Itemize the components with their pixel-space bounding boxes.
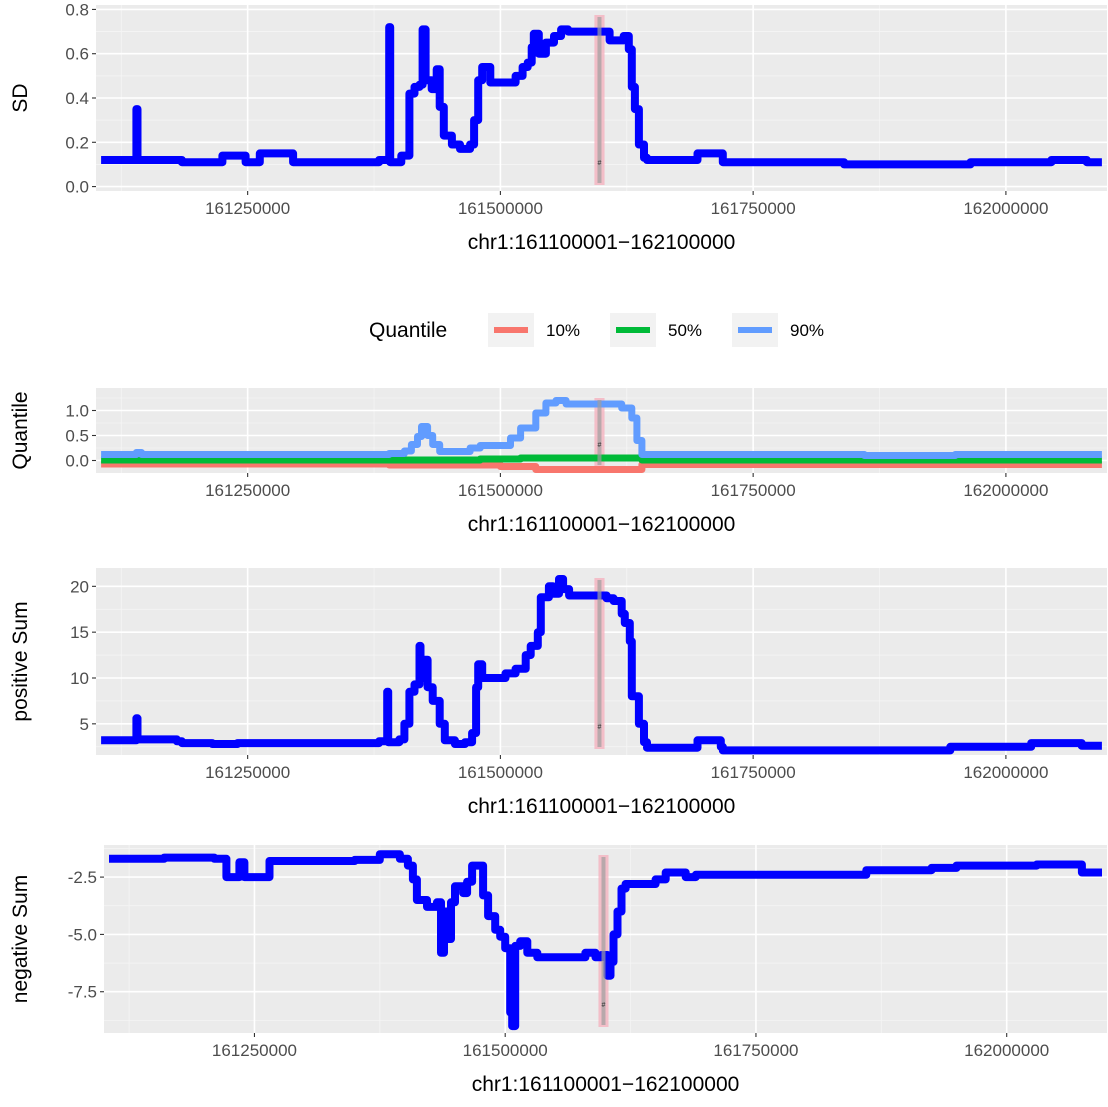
x-axis-title: chr1:161100001−162100000 (468, 513, 736, 536)
x-tick-label: 161250000 (205, 481, 290, 500)
legend: Quantile 10% 50% 90% (369, 313, 824, 347)
highlight-core (597, 400, 602, 465)
y-axis-title: SD (9, 83, 32, 112)
x-tick-label: 161750000 (713, 1041, 798, 1060)
highlight-marker: # (597, 160, 601, 167)
y-tick-label: 0.4 (65, 89, 89, 108)
y-tick-label: 5 (80, 715, 89, 734)
y-axis-title: positive Sum (9, 601, 32, 721)
x-tick-label: 161750000 (711, 763, 796, 782)
legend-item-90: 90% (732, 313, 824, 347)
quantile-panel: #0.0 0.5 1.0 161250000 161500000 161750000 162… (9, 388, 1107, 536)
legend-title: Quantile (369, 319, 447, 342)
y-axis-title: Quantile (9, 391, 32, 469)
negative-sum-panel: # -7.5 -5.0 -2.5 161250000 161500000 161750000… (9, 845, 1107, 1096)
series-line (109, 850, 1102, 1031)
y-tick-label: 1.0 (65, 402, 89, 421)
highlight-marker: # (597, 442, 601, 449)
x-axis-title: chr1:161100001−162100000 (468, 795, 736, 818)
x-tick-label: 161500000 (458, 481, 543, 500)
x-tick-label: 161500000 (463, 1041, 548, 1060)
highlight-core (597, 17, 602, 183)
y-tick-label: 20 (70, 577, 89, 596)
y-axis-title: negative Sum (9, 875, 32, 1003)
y-tick-label: -7.5 (68, 983, 97, 1002)
highlight-core (597, 580, 602, 747)
highlight-marker: # (597, 724, 601, 731)
positive-sum-panel: #5 10 15 20 161250000 161500000 161750000 16200… (9, 568, 1107, 818)
legend-label-90: 90% (790, 321, 824, 340)
legend-label-50: 50% (668, 321, 702, 340)
legend-item-10: 10% (488, 313, 580, 347)
x-tick-label: 161500000 (458, 763, 543, 782)
y-tick-label: 0.5 (65, 427, 89, 446)
x-axis-title: chr1:161100001−162100000 (468, 231, 736, 254)
highlight-core (601, 857, 606, 1025)
series-line-50 (101, 454, 1102, 464)
x-tick-label: 161750000 (711, 481, 796, 500)
x-tick-label: 161250000 (212, 1041, 297, 1060)
x-tick-label: 162000000 (964, 1041, 1049, 1060)
y-tick-label: 0.2 (65, 133, 89, 152)
y-tick-label: 15 (70, 623, 89, 642)
x-tick-label: 162000000 (963, 763, 1048, 782)
x-tick-label: 161250000 (205, 199, 290, 218)
y-tick-label: 10 (70, 669, 89, 688)
x-tick-label: 161250000 (205, 763, 290, 782)
x-tick-label: 162000000 (963, 199, 1048, 218)
y-tick-label: -5.0 (68, 925, 97, 944)
y-tick-label: 0.8 (65, 0, 89, 19)
x-axis-title: chr1:161100001−162100000 (472, 1073, 740, 1096)
x-tick-label: 162000000 (963, 481, 1048, 500)
series-line-10 (101, 460, 1102, 473)
y-tick-label: 0.0 (65, 178, 89, 197)
series-line (101, 23, 1102, 169)
legend-item-50: 50% (610, 313, 702, 347)
y-tick-label: -2.5 (68, 868, 97, 887)
y-tick-label: 0.0 (65, 452, 89, 471)
series-line (101, 575, 1102, 755)
series-line-90 (101, 397, 1102, 459)
sd-panel: #0.0 0.2 0.4 0.6 0.8 161250000 161500000 161750… (9, 0, 1107, 254)
highlight-marker: # (601, 1002, 605, 1009)
y-tick-label: 0.6 (65, 45, 89, 64)
legend-label-10: 10% (546, 321, 580, 340)
x-tick-label: 161750000 (711, 199, 796, 218)
x-tick-label: 161500000 (458, 199, 543, 218)
